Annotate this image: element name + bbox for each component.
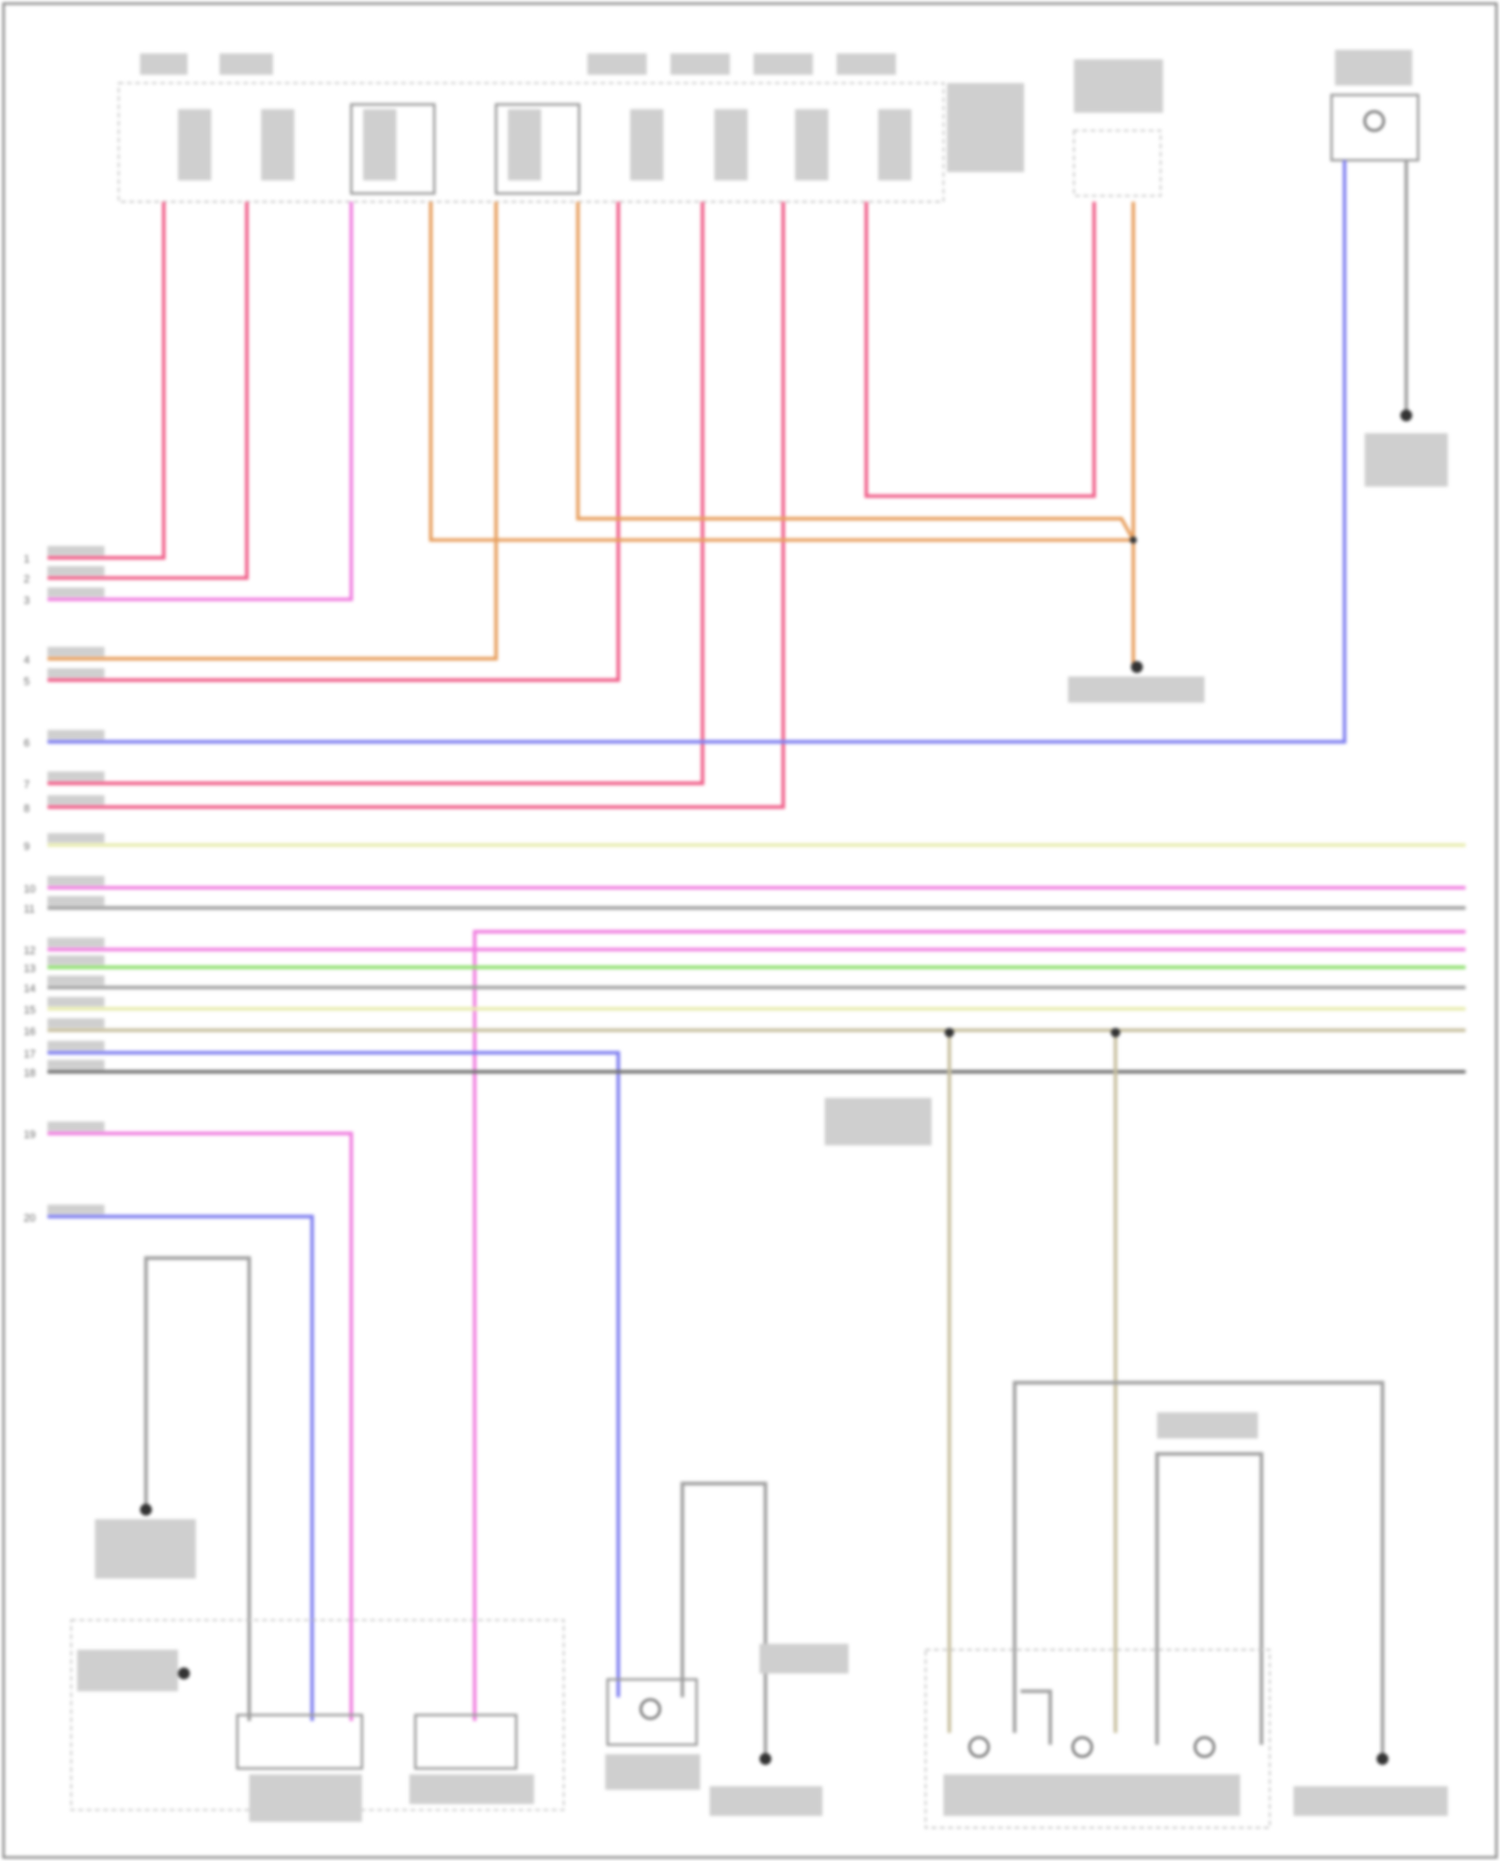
lamp-icon: [1193, 1736, 1216, 1758]
pin-number: 4: [24, 654, 30, 666]
module-box: [1073, 129, 1162, 197]
pin-number: 2: [24, 574, 30, 586]
wire: [144, 1256, 251, 1721]
wire-label: [47, 587, 105, 597]
wire-label: [47, 566, 105, 576]
wire: [47, 1050, 621, 1698]
pin-number: 14: [24, 983, 36, 995]
pin-number: 12: [24, 945, 36, 957]
wire: [576, 201, 1135, 541]
pin-number: 8: [24, 803, 30, 815]
lower-circuits: [70, 433, 1448, 1829]
pin-number: 6: [24, 738, 30, 750]
wire-label: [47, 833, 105, 843]
pin-number: 16: [24, 1026, 36, 1038]
wire-label: [47, 875, 105, 886]
wire-label: [47, 1059, 105, 1070]
pin-number: 15: [24, 1005, 36, 1017]
wire-label: [47, 795, 105, 805]
pin-number: 10: [24, 884, 36, 896]
wire: [47, 201, 786, 809]
lamp-box: [1330, 93, 1420, 162]
wire: [47, 201, 705, 786]
wire: [47, 201, 621, 682]
wire: [47, 1214, 314, 1721]
wire: [680, 1481, 768, 1757]
wire: [47, 201, 166, 560]
wire-label: [47, 1040, 105, 1051]
wire: [1012, 1380, 1385, 1757]
lamp-icon: [639, 1698, 661, 1720]
wire: [1155, 1452, 1264, 1745]
wire-label: [47, 975, 105, 986]
pin-number: 20: [24, 1212, 36, 1224]
fuse-block: [117, 53, 1025, 203]
ground-icon: [1400, 409, 1413, 422]
wire: [864, 201, 1096, 498]
harness-box-right: [924, 1649, 1271, 1829]
wire: [47, 160, 1347, 744]
wire-label: [47, 729, 105, 740]
wire-label: [47, 771, 105, 781]
wire: [47, 201, 498, 661]
wire-label: [47, 1018, 105, 1028]
wire: [47, 201, 249, 580]
lamp-icon: [1363, 110, 1385, 132]
wire: [428, 201, 1134, 542]
wire-label: [47, 646, 105, 657]
pin-number: 7: [24, 779, 30, 791]
pin-number: 19: [24, 1129, 36, 1141]
wire: [47, 201, 354, 602]
pin-number: 17: [24, 1048, 36, 1060]
wire-label: [47, 545, 105, 556]
pin-number: 3: [24, 595, 30, 607]
wire-label: [47, 1204, 105, 1215]
wire-label: [47, 896, 105, 906]
wire-label: [47, 1121, 105, 1132]
wire-label: [47, 955, 105, 965]
harness-bus: [47, 843, 1466, 1733]
ground-icon: [1130, 661, 1143, 673]
lamp-icon: [1071, 1736, 1093, 1758]
top-wires: [47, 160, 1409, 809]
pin-number: 18: [24, 1067, 36, 1079]
pin-number: 9: [24, 841, 30, 853]
wire-label: [47, 937, 105, 948]
splice-dot: [1129, 536, 1137, 544]
pin-number: 11: [24, 904, 35, 916]
pin-number: 13: [24, 963, 36, 975]
lamp-icon: [968, 1736, 990, 1758]
wire-label: [47, 996, 105, 1007]
wire: [47, 1131, 354, 1721]
pin-number: 5: [24, 676, 30, 688]
wire: [472, 929, 1466, 1721]
pin-number: 1: [24, 554, 30, 566]
wire-label: [47, 668, 105, 678]
wire: [1020, 1689, 1053, 1745]
